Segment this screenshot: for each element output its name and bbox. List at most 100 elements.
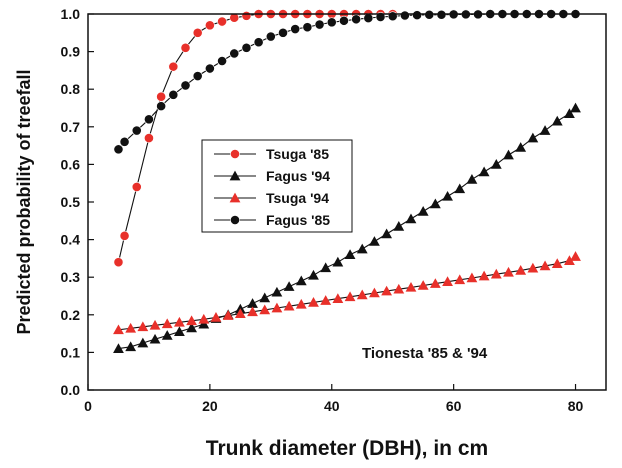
x-tick-label: 40 (324, 398, 340, 414)
data-point-fagus-94 (137, 337, 149, 348)
data-point-tsuga-94 (527, 262, 539, 273)
data-point-fagus-94 (113, 343, 124, 353)
data-point-tsuga-94 (466, 272, 478, 283)
data-point-tsuga-94 (295, 298, 307, 309)
legend-item-fagus-94: Fagus '94 (214, 168, 330, 184)
data-point-fagus-94 (259, 292, 271, 303)
data-point-fagus-85 (144, 114, 154, 125)
data-point-fagus-94 (149, 333, 161, 344)
plot-area (87, 13, 607, 391)
data-point-fagus-94 (393, 221, 405, 231)
annotation-text: Tionesta '85 & '94 (362, 345, 488, 362)
legend-item-fagus-85: Fagus '85 (214, 212, 330, 228)
data-point-fagus-85 (399, 10, 410, 21)
data-point-fagus-85 (326, 17, 337, 28)
data-point-fagus-94 (551, 115, 563, 126)
data-point-fagus-94 (332, 256, 344, 267)
data-point-tsuga-85 (119, 230, 130, 241)
y-tick-label: 0.7 (61, 119, 81, 135)
x-tick-label: 60 (446, 398, 462, 414)
data-point-fagus-85 (156, 101, 167, 112)
data-point-tsuga-85 (131, 182, 142, 192)
series-tsuga-94 (113, 251, 581, 335)
legend-label: Fagus '94 (266, 168, 330, 184)
data-point-tsuga-85 (156, 91, 167, 102)
data-point-fagus-94 (570, 102, 581, 113)
data-point-tsuga-94 (369, 287, 380, 298)
data-point-fagus-94 (344, 249, 356, 259)
legend-label: Fagus '85 (266, 212, 330, 228)
data-point-tsuga-85 (204, 20, 215, 31)
legend-label: Tsuga '94 (266, 190, 329, 206)
legend: Tsuga '85 Fagus '94 Tsuga '94 Fagus '85 (201, 139, 353, 233)
data-point-fagus-94 (125, 341, 137, 352)
legend-marker (229, 192, 241, 203)
series-fagus-85 (113, 9, 581, 155)
data-point-tsuga-94 (570, 251, 581, 261)
x-axis-title: Trunk diameter (DBH), in cm (206, 437, 488, 460)
data-point-fagus-94 (490, 159, 502, 169)
data-point-fagus-94 (369, 236, 380, 246)
data-point-fagus-85 (424, 9, 435, 20)
data-point-fagus-94 (417, 206, 429, 216)
data-point-tsuga-94 (356, 289, 368, 300)
data-point-fagus-85 (229, 48, 240, 59)
y-tick-label: 0.5 (61, 194, 81, 210)
data-point-tsuga-94 (234, 308, 246, 318)
legend-marker (230, 149, 240, 159)
data-point-tsuga-94 (149, 319, 161, 330)
data-point-tsuga-94 (174, 316, 185, 327)
data-point-fagus-94 (295, 275, 307, 286)
y-tick-label: 0.0 (61, 382, 81, 398)
data-point-fagus-85 (363, 13, 374, 24)
data-point-tsuga-94 (490, 268, 502, 279)
data-point-tsuga-94 (344, 291, 356, 302)
data-point-fagus-94 (247, 298, 258, 308)
data-point-tsuga-94 (271, 302, 283, 313)
data-point-fagus-85 (204, 63, 215, 74)
data-point-fagus-94 (405, 213, 417, 224)
legend-box (201, 139, 353, 233)
data-point-tsuga-94 (393, 283, 405, 294)
series-layer (113, 9, 581, 353)
data-point-fagus-85 (180, 80, 191, 91)
data-point-tsuga-94 (405, 281, 417, 292)
data-point-fagus-94 (429, 198, 441, 209)
data-point-tsuga-94 (454, 274, 466, 285)
data-point-fagus-85 (302, 22, 313, 33)
data-point-tsuga-85 (229, 12, 240, 23)
data-point-tsuga-94 (222, 310, 234, 320)
data-point-fagus-94 (515, 142, 527, 152)
data-point-tsuga-94 (320, 295, 332, 305)
y-tick-label: 0.3 (61, 269, 81, 285)
data-point-tsuga-94 (137, 321, 149, 332)
legend-label: Tsuga '85 (266, 146, 329, 162)
x-tick-label: 0 (84, 398, 92, 414)
data-point-fagus-94 (174, 326, 185, 337)
data-point-fagus-85 (168, 89, 179, 100)
data-point-tsuga-85 (217, 16, 227, 27)
data-point-fagus-85 (119, 136, 130, 147)
data-point-tsuga-94 (381, 285, 393, 296)
y-tick-label: 0.6 (61, 156, 81, 172)
data-point-fagus-85 (131, 125, 142, 136)
data-point-tsuga-94 (125, 322, 137, 333)
y-tick-label: 0.1 (61, 344, 81, 360)
data-point-fagus-85 (436, 9, 447, 20)
y-tick-label: 0.8 (61, 81, 81, 97)
data-point-tsuga-85 (180, 42, 191, 53)
data-point-fagus-94 (478, 166, 490, 177)
data-point-fagus-94 (283, 281, 295, 291)
data-point-tsuga-85 (168, 61, 179, 72)
data-point-fagus-94 (356, 243, 368, 254)
data-point-fagus-94 (381, 228, 393, 239)
data-point-fagus-94 (466, 174, 478, 184)
data-point-tsuga-94 (478, 270, 490, 281)
data-point-tsuga-94 (429, 278, 441, 288)
data-point-fagus-85 (314, 19, 325, 30)
data-point-fagus-94 (442, 190, 453, 201)
y-tick-label: 0.2 (61, 307, 81, 323)
data-point-fagus-94 (161, 330, 173, 340)
data-point-tsuga-85 (241, 10, 252, 21)
data-point-tsuga-94 (442, 276, 453, 287)
